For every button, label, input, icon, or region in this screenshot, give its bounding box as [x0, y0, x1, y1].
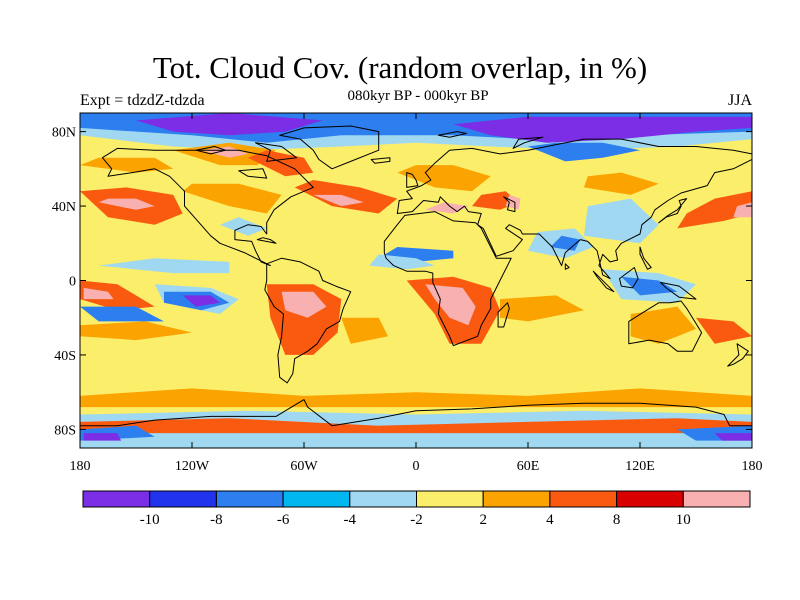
europe-orange: [397, 165, 491, 192]
indian-ocean-orange: [500, 295, 584, 322]
ant-red-orange: [80, 418, 752, 434]
coast-eurasia: [396, 138, 752, 280]
wpac-red-orange: [677, 191, 752, 229]
coast-australia: [628, 300, 703, 352]
lon-tick-label: 120E: [625, 459, 655, 474]
coast-new-zealand: [727, 343, 749, 367]
lon-tick-label: 60E: [517, 459, 540, 474]
colorbar-tick-label: 8: [613, 512, 621, 528]
coast-borneo: [619, 267, 639, 289]
cloud-cover-field: [80, 113, 752, 448]
caspian-pink: [505, 194, 521, 210]
coast-baffin: [255, 142, 297, 162]
colorbar-tick-label: -2: [410, 512, 423, 528]
samerica-pink: [281, 291, 327, 318]
colorbar-swatch: [349, 490, 417, 508]
india-blue: [550, 235, 581, 251]
lon-tick-label: 180: [742, 459, 763, 474]
lat-tick-label: 40S: [54, 349, 76, 364]
spac-red-orange: [80, 280, 155, 311]
colorbar-swatch: [149, 490, 217, 508]
coast-africa: [383, 211, 512, 347]
coast-victoria-island: [195, 146, 227, 155]
colorbar: -10 -8 -6 -4 -2 2 4 8 10: [82, 490, 751, 528]
colorbar-swatch: [482, 490, 551, 508]
colorbar-tick-label: -4: [344, 512, 357, 528]
coast-philippines: [639, 246, 652, 270]
lon-tick-label: 0: [413, 459, 420, 474]
colorbar-tick-label: -10: [140, 512, 160, 528]
season-label: JJA: [727, 92, 752, 109]
experiment-label: Expt = tdzdZ-tdzda: [80, 92, 205, 109]
canada-pink: [201, 146, 248, 158]
arctic-purple-west: [136, 113, 323, 136]
coast-japan: [658, 198, 688, 224]
coast-iceland: [370, 157, 391, 164]
colorbar-swatch: [616, 490, 684, 508]
coast-caspian: [503, 196, 516, 213]
colorbar-tick-label: 10: [676, 512, 691, 528]
so-orange-band: [80, 388, 752, 408]
ant-purple-west: [83, 433, 122, 441]
coast-south-america: [264, 257, 352, 384]
colorbar-swatch: [215, 490, 284, 508]
coast-uk: [406, 172, 419, 188]
lon-tick-label: 120W: [175, 459, 210, 474]
coast-sumatra: [592, 270, 615, 293]
coast-hudson-bay: [238, 168, 268, 179]
labrador-red-orange: [248, 150, 314, 177]
epac-purple: [182, 295, 220, 307]
colorbar-tick-label: -8: [210, 512, 223, 528]
coast-svalbard: [437, 131, 467, 138]
coast-novaya-zemlya: [512, 136, 544, 149]
longitude-axis: 180 120W 60W 0 60E 120E 180: [70, 113, 763, 474]
spac-orange: [80, 321, 192, 341]
australia-orange: [630, 306, 696, 344]
colorbar-swatch: [682, 490, 751, 508]
colorbar-swatch: [549, 490, 618, 508]
chart-title: Tot. Cloud Cov. (random overlap, in %): [152, 50, 648, 85]
lon-tick-label: 180: [70, 459, 91, 474]
tasman-red-orange: [696, 317, 752, 344]
lat-tick-label: 80S: [54, 423, 76, 438]
chart-subtitle: 080kyr BP - 000kyr BP: [347, 88, 489, 104]
arctic-purple-east: [453, 116, 752, 143]
npac-pink: [98, 198, 155, 210]
latitude-axis: 80N 40N 0 40S 80S: [52, 126, 752, 438]
coastlines: [80, 125, 752, 427]
lat-tick-label: 0: [69, 275, 76, 290]
satl-orange: [341, 317, 388, 344]
siberia-blue: [528, 142, 640, 162]
natl-pink: [313, 194, 364, 207]
colorbar-tick-label: -6: [277, 512, 290, 528]
colorbar-tick-label: 4: [546, 512, 554, 528]
us-orange: [182, 183, 282, 214]
spac-pink: [83, 287, 114, 300]
npac-orange-north: [80, 157, 174, 173]
mongolia-orange: [584, 172, 659, 195]
lat-tick-label: 40N: [52, 200, 76, 215]
colorbar-tick-label: 2: [479, 512, 487, 528]
coast-cuba: [256, 237, 277, 244]
equator-light-blue: [98, 258, 230, 274]
colorbar-swatch: [282, 490, 351, 508]
coast-new-guinea: [660, 281, 697, 300]
lat-tick-label: 80N: [52, 126, 76, 141]
colorbar-swatch: [82, 490, 151, 508]
lon-tick-label: 60W: [290, 459, 318, 474]
coast-madagascar: [497, 302, 510, 328]
spac-blue: [80, 306, 164, 322]
maritime-blue: [621, 276, 678, 296]
ant-purple-east: [714, 433, 752, 441]
coast-greenland: [279, 125, 380, 170]
coast-sri-lanka: [564, 263, 570, 270]
colorbar-swatch: [416, 490, 484, 508]
coast-antarctica: [80, 399, 752, 427]
